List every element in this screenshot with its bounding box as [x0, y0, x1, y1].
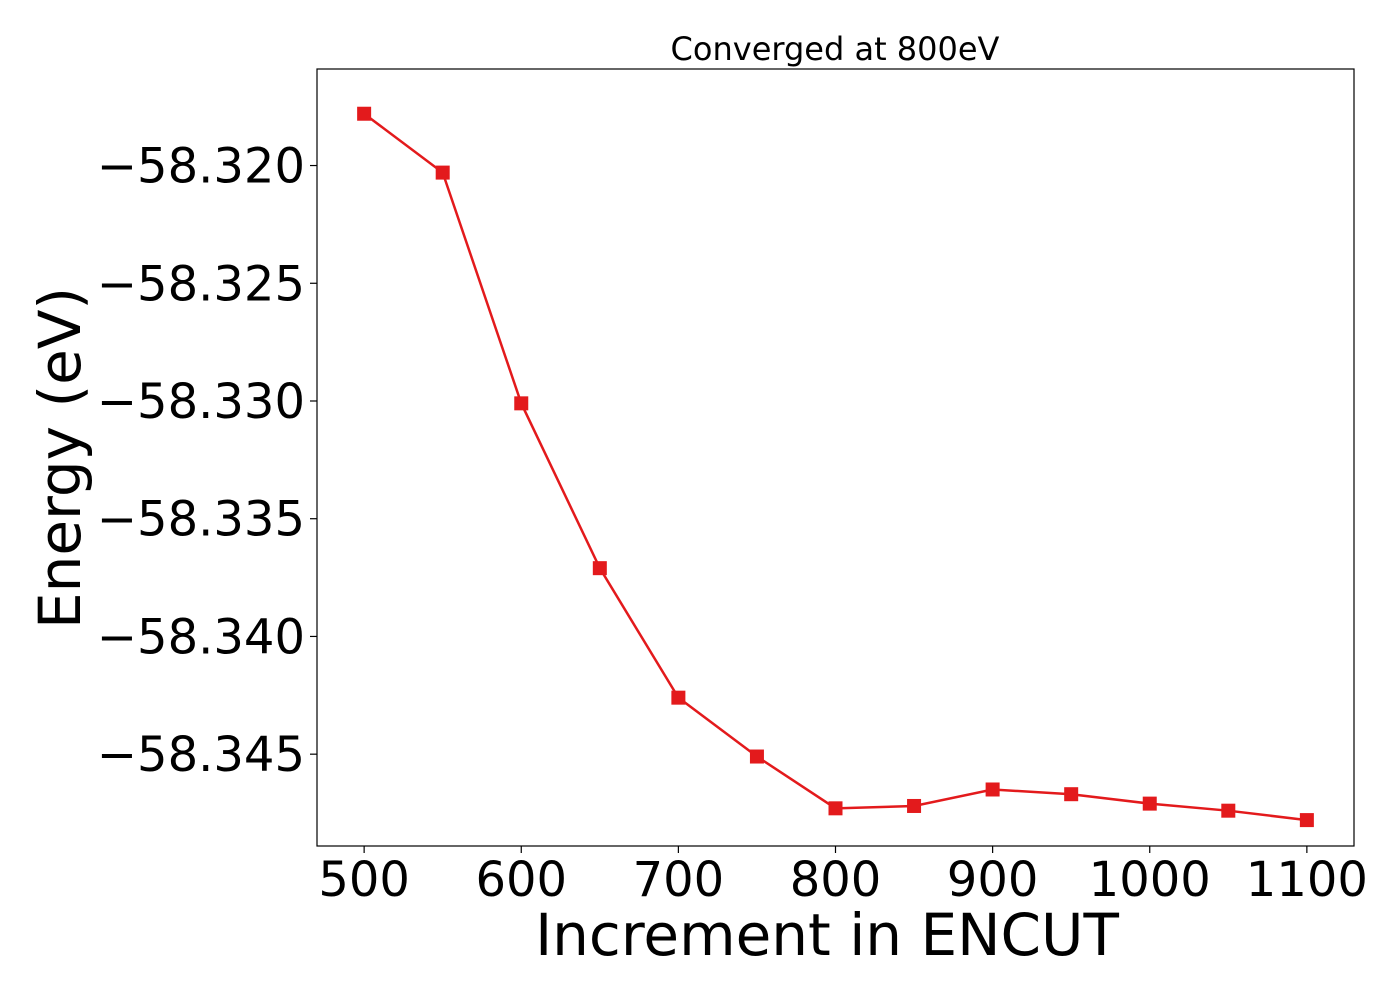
data-point — [514, 396, 529, 411]
data-point — [592, 561, 607, 576]
y-tick-label: −58.320 — [97, 139, 305, 195]
data-point — [1064, 787, 1079, 802]
series-line — [363, 112, 1308, 822]
y-tick-label: −58.335 — [97, 492, 305, 548]
x-tick-label: 700 — [633, 852, 725, 908]
data-point — [435, 165, 450, 180]
data-point — [749, 749, 764, 764]
data-point — [357, 106, 372, 121]
x-tick-label: 800 — [790, 852, 882, 908]
x-axis-label: Increment in ENCUT — [535, 901, 1119, 969]
data-point — [828, 801, 843, 816]
y-axis-label: Energy (eV) — [26, 287, 94, 629]
plot-frame — [316, 68, 1355, 847]
x-tick-label: 900 — [947, 852, 1039, 908]
x-tick-label: 600 — [475, 852, 567, 908]
y-tick-label: −58.330 — [97, 374, 305, 430]
y-tick-label: −58.340 — [97, 609, 305, 665]
y-tick-label: −58.325 — [97, 256, 305, 312]
data-point — [1142, 796, 1157, 811]
data-point — [1299, 813, 1314, 828]
chart-title: Converged at 800eV — [671, 30, 1000, 68]
y-tick-label: −58.345 — [97, 727, 305, 783]
data-point — [985, 782, 1000, 797]
data-point — [907, 798, 922, 813]
x-tick-label: 1100 — [1246, 852, 1368, 908]
x-tick-label: 1000 — [1089, 852, 1211, 908]
plot-area: 500 600 700 800 900 1000 1100 −58.320 −58.325 −58… — [97, 106, 1368, 908]
data-point — [1221, 803, 1236, 818]
data-point — [671, 690, 686, 705]
x-tick-label: 500 — [318, 852, 410, 908]
